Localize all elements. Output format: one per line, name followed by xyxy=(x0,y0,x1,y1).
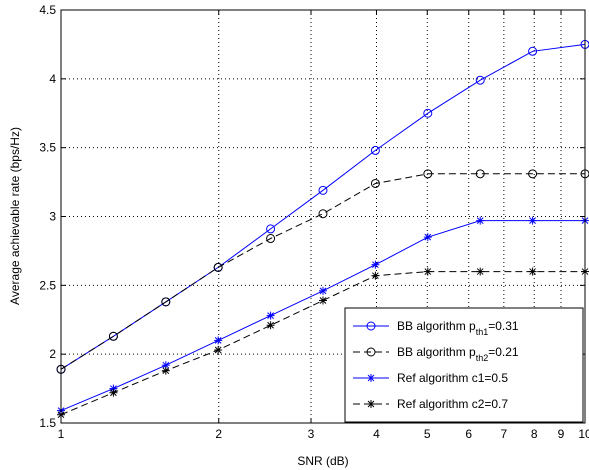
data-point xyxy=(371,260,380,269)
data-point xyxy=(370,145,380,155)
data-point xyxy=(423,108,433,118)
data-point xyxy=(476,267,485,276)
data-point xyxy=(528,267,537,276)
legend-marker xyxy=(367,400,375,408)
data-point xyxy=(476,216,485,225)
y-tick-label: 1.5 xyxy=(39,416,56,430)
legend: BB algorithm pth1=0.31 BB algorithm pth2=… xyxy=(344,307,584,423)
data-point xyxy=(318,296,327,305)
legend-marker xyxy=(367,374,375,382)
data-point xyxy=(266,224,276,234)
x-tick-label: 6 xyxy=(465,427,472,441)
y-tick-label: 4 xyxy=(49,72,56,86)
x-tick-label: 2 xyxy=(215,427,222,441)
y-tick-label: 2.5 xyxy=(39,278,56,292)
data-point xyxy=(318,185,328,195)
data-point xyxy=(423,233,432,242)
data-point xyxy=(528,216,537,225)
data-point xyxy=(318,209,328,219)
x-axis-label: SNR (dB) xyxy=(297,454,348,468)
data-point xyxy=(318,286,327,295)
legend-label: BB algorithm pth1=0.31 xyxy=(397,319,519,337)
y-tick-label: 4.5 xyxy=(39,3,56,17)
x-tick-label: 3 xyxy=(308,427,315,441)
data-point xyxy=(423,169,433,179)
legend-box xyxy=(344,307,584,423)
legend-label: BB algorithm pth2=0.21 xyxy=(397,345,519,363)
legend-marker xyxy=(366,321,376,331)
legend-entry: Ref algorithm c2=0.7 xyxy=(353,397,508,411)
legend-entry: BB algorithm pth1=0.31 xyxy=(353,319,519,337)
data-point xyxy=(108,331,118,341)
legend-marker xyxy=(366,347,376,357)
y-tick-label: 3 xyxy=(49,210,56,224)
x-tick-label: 7 xyxy=(500,427,507,441)
data-point xyxy=(371,271,380,280)
data-point xyxy=(161,366,170,375)
y-tick-label: 3.5 xyxy=(39,141,56,155)
series-layer xyxy=(56,39,589,419)
series-line xyxy=(60,173,585,370)
data-point xyxy=(475,169,485,179)
data-point xyxy=(214,346,223,355)
x-tick-label: 1 xyxy=(58,427,65,441)
data-point xyxy=(528,46,538,56)
y-tick-label: 2 xyxy=(49,347,56,361)
data-point xyxy=(109,388,118,397)
series-4 xyxy=(57,267,589,419)
x-tick-label: 9 xyxy=(558,427,565,441)
series-line xyxy=(60,271,585,416)
data-point xyxy=(266,311,275,320)
data-point xyxy=(266,234,276,244)
x-tick-label: 10 xyxy=(578,427,589,441)
data-point xyxy=(528,169,538,179)
legend-label: Ref algorithm c2=0.7 xyxy=(397,397,508,411)
legend-label: Ref algorithm c1=0.5 xyxy=(397,371,508,385)
x-tick-label: 5 xyxy=(424,427,431,441)
data-point xyxy=(161,297,171,307)
data-point xyxy=(214,336,223,345)
legend-entry: Ref algorithm c1=0.5 xyxy=(353,371,508,385)
y-axis-label: Average achievable rate (bps/Hz) xyxy=(8,127,22,305)
data-point xyxy=(423,267,432,276)
x-tick-label: 4 xyxy=(373,427,380,441)
series-2 xyxy=(56,169,589,374)
x-tick-label: 8 xyxy=(531,427,538,441)
data-point xyxy=(213,262,223,272)
data-point xyxy=(266,321,275,330)
data-point xyxy=(475,75,485,85)
legend-entry: BB algorithm pth2=0.21 xyxy=(353,345,519,363)
data-point xyxy=(370,178,380,188)
